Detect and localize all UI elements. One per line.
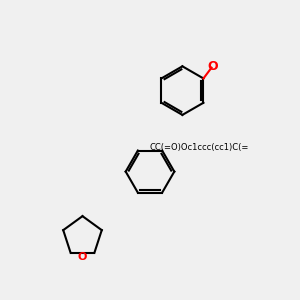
Text: CC(=O)Oc1ccc(cc1)C(=: CC(=O)Oc1ccc(cc1)C(=: [150, 143, 249, 152]
Text: O: O: [208, 60, 218, 73]
Text: O: O: [78, 252, 87, 262]
